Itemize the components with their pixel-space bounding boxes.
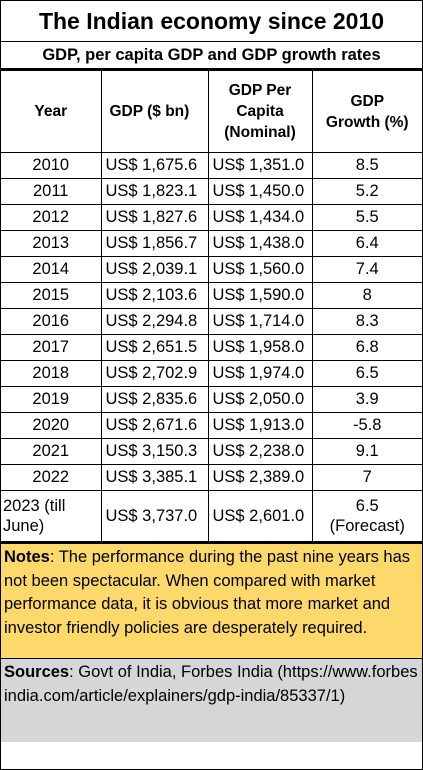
cell-year: 2019 (1, 386, 102, 413)
cell-gdp: US$ 2,651.5 (100, 334, 209, 361)
header-growth-line: Growth (%) (325, 113, 409, 131)
cell-gdp: US$ 1,856.7 (100, 230, 209, 257)
cell-year-line: 2023 (till (3, 497, 66, 515)
cell-growth: 3.9 (311, 386, 422, 413)
cell-growth: 7 (311, 464, 422, 491)
table-row: 2018 US$ 2,702.9 US$ 1,974.0 6.5 (1, 360, 422, 387)
notes-box: Notes: The performance during the past n… (1, 542, 422, 659)
cell-per-capita: US$ 1,958.0 (207, 334, 313, 361)
cell-growth: 6.4 (311, 230, 422, 257)
cell-per-capita: US$ 1,560.0 (207, 256, 313, 283)
sources-box: Sources: Govt of India, Forbes India (ht… (1, 659, 422, 742)
cell-per-capita: US$ 1,434.0 (207, 204, 313, 231)
cell-growth: 8.5 (311, 152, 422, 179)
sources-label: Sources (4, 663, 70, 681)
cell-year: 2017 (1, 334, 102, 361)
cell-gdp: US$ 2,671.6 (100, 412, 209, 439)
table-row: 2022 US$ 3,385.1 US$ 2,389.0 7 (1, 464, 422, 491)
cell-gdp: US$ 2,103.6 (100, 282, 209, 309)
table-row: 2017 US$ 2,651.5 US$ 1,958.0 6.8 (1, 334, 422, 361)
cell-per-capita: US$ 2,238.0 (207, 438, 313, 465)
cell-year: 2018 (1, 360, 102, 387)
cell-year: 2010 (1, 152, 102, 179)
cell-growth: 6.5 (Forecast) (311, 490, 422, 542)
cell-growth: 5.2 (311, 178, 422, 205)
cell-gdp: US$ 3,385.1 (100, 464, 209, 491)
header-per-capita-line: (Nominal) (224, 124, 296, 141)
cell-per-capita: US$ 1,974.0 (207, 360, 313, 387)
cell-gdp: US$ 1,823.1 (100, 178, 209, 205)
cell-growth: 7.4 (311, 256, 422, 283)
cell-growth: 9.1 (311, 438, 422, 465)
cell-per-capita: US$ 1,438.0 (207, 230, 313, 257)
cell-year: 2012 (1, 204, 102, 231)
cell-per-capita: US$ 1,351.0 (207, 152, 313, 179)
cell-year: 2013 (1, 230, 102, 257)
header-per-capita-line: Capita (236, 103, 284, 120)
table-header-row: Year GDP ($ bn) GDP Per Capita (Nominal)… (1, 70, 422, 153)
table-row: 2016 US$ 2,294.8 US$ 1,714.0 8.3 (1, 308, 422, 335)
cell-year-line: June) (3, 517, 45, 535)
cell-year: 2022 (1, 464, 102, 491)
cell-growth: 6.8 (311, 334, 422, 361)
cell-per-capita: US$ 1,450.0 (207, 178, 313, 205)
cell-growth: -5.8 (311, 412, 422, 439)
cell-growth-line: 6.5 (355, 497, 379, 515)
page-subtitle: GDP, per capita GDP and GDP growth rates (1, 42, 422, 70)
cell-year: 2014 (1, 256, 102, 283)
notes-text: : The performance during the past nine y… (4, 548, 410, 637)
notes-label: Notes (4, 548, 50, 566)
cell-gdp: US$ 1,675.6 (100, 152, 209, 179)
cell-growth: 8.3 (311, 308, 422, 335)
cell-per-capita: US$ 2,389.0 (207, 464, 313, 491)
cell-per-capita: US$ 1,590.0 (207, 282, 313, 309)
table-row: 2013 US$ 1,856.7 US$ 1,438.0 6.4 (1, 230, 422, 257)
header-gdp: GDP ($ bn) (100, 70, 209, 153)
cell-year: 2015 (1, 282, 102, 309)
table-row: 2012 US$ 1,827.6 US$ 1,434.0 5.5 (1, 204, 422, 231)
cell-gdp: US$ 3,150.3 (100, 438, 209, 465)
table-row: 2011 US$ 1,823.1 US$ 1,450.0 5.2 (1, 178, 422, 205)
header-year: Year (1, 70, 102, 153)
cell-growth: 6.5 (311, 360, 422, 387)
cell-year: 2011 (1, 178, 102, 205)
page-title: The Indian economy since 2010 (1, 1, 422, 42)
cell-year: 2016 (1, 308, 102, 335)
cell-growth: 5.5 (311, 204, 422, 231)
table-row: 2015 US$ 2,103.6 US$ 1,590.0 8 (1, 282, 422, 309)
cell-year: 2023 (till June) (1, 490, 102, 542)
cell-year: 2020 (1, 412, 102, 439)
gdp-table: Year GDP ($ bn) GDP Per Capita (Nominal)… (1, 70, 422, 542)
header-growth: GDP Growth (%) (311, 70, 422, 153)
cell-per-capita: US$ 1,714.0 (207, 308, 313, 335)
table-row: 2019 US$ 2,835.6 US$ 2,050.0 3.9 (1, 386, 422, 413)
header-per-capita: GDP Per Capita (Nominal) (207, 70, 313, 153)
sources-text: : Govt of India, Forbes India (https://w… (4, 663, 418, 705)
table-row: 2021 US$ 3,150.3 US$ 2,238.0 9.1 (1, 438, 422, 465)
cell-gdp: US$ 1,827.6 (100, 204, 209, 231)
table-row-2023: 2023 (till June) US$ 3,737.0 US$ 2,601.0… (1, 490, 422, 542)
cell-growth-line: (Forecast) (329, 517, 405, 535)
cell-gdp: US$ 2,039.1 (100, 256, 209, 283)
cell-gdp: US$ 2,702.9 (100, 360, 209, 387)
cell-year: 2021 (1, 438, 102, 465)
table-row: 2010 US$ 1,675.6 US$ 1,351.0 8.5 (1, 152, 422, 179)
cell-per-capita: US$ 1,913.0 (207, 412, 313, 439)
cell-growth: 8 (311, 282, 422, 309)
cell-gdp: US$ 2,835.6 (100, 386, 209, 413)
cell-gdp: US$ 2,294.8 (100, 308, 209, 335)
cell-per-capita: US$ 2,050.0 (207, 386, 313, 413)
cell-per-capita: US$ 2,601.0 (207, 490, 313, 542)
table-row: 2014 US$ 2,039.1 US$ 1,560.0 7.4 (1, 256, 422, 283)
cell-gdp: US$ 3,737.0 (100, 490, 209, 542)
table-row: 2020 US$ 2,671.6 US$ 1,913.0 -5.8 (1, 412, 422, 439)
table-body: 2010 US$ 1,675.6 US$ 1,351.0 8.5 2011 US$ 1,8… (1, 152, 422, 542)
header-growth-line: GDP (350, 92, 385, 110)
header-per-capita-line: GDP Per (228, 82, 292, 99)
